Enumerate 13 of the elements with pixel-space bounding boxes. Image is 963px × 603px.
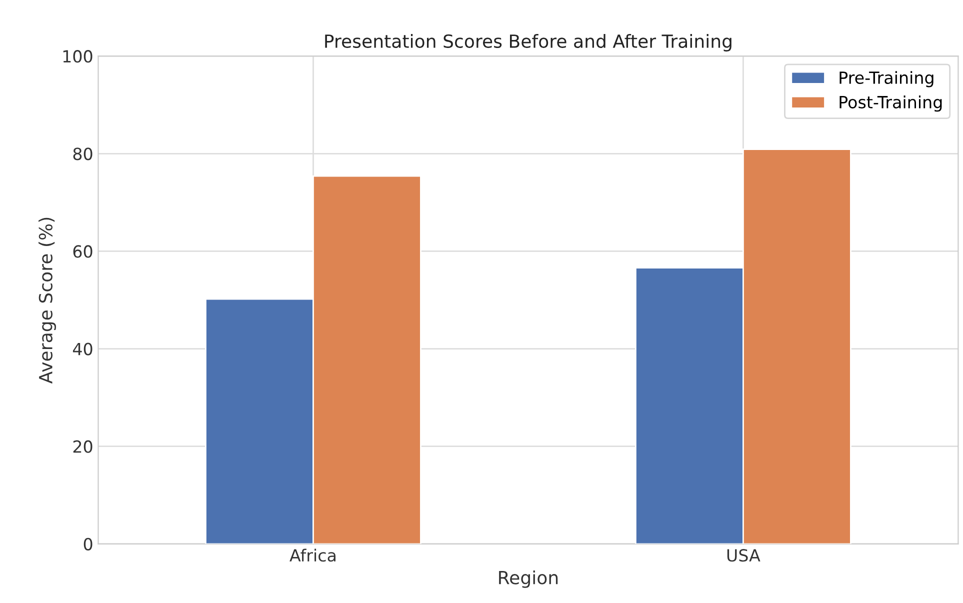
legend-label: Post-Training [840, 96, 942, 112]
chart-title: Presentation Scores Before and After Training [325, 34, 732, 52]
y-axis-title: Average Score (%) [38, 218, 56, 384]
y-tick-label: 20 [73, 440, 92, 453]
y-tick-label: 0 [84, 538, 92, 550]
x-axis-title: Region [499, 570, 558, 588]
x-tick-label: USA [727, 549, 760, 562]
y-tick-label: 40 [72, 342, 92, 356]
y-tick-label: 80 [73, 148, 92, 160]
y-tick-label: 60 [73, 245, 92, 258]
legend-label: Pre-Training [840, 71, 934, 88]
y-tick-label: 100 [63, 50, 92, 63]
x-tick-label: Africa [290, 548, 336, 562]
